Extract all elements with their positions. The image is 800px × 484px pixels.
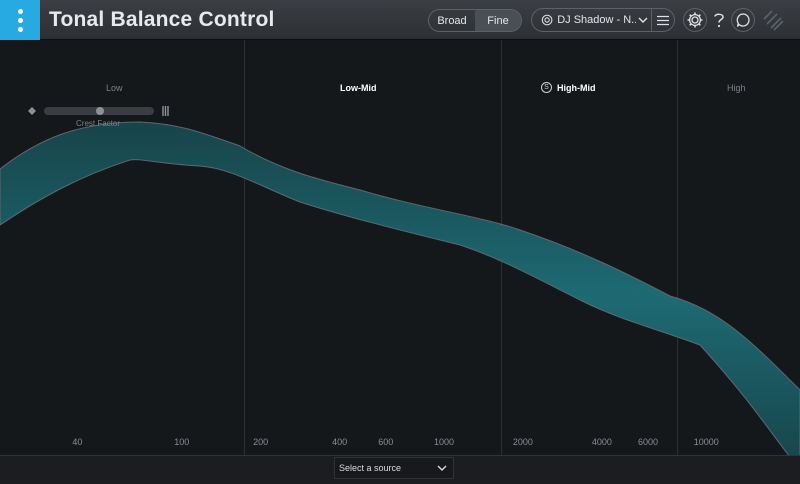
freq-tick-label: 4000 [591,437,612,447]
settings-button[interactable] [683,8,707,32]
crest-factor-label: Crest Factor [76,119,121,128]
help-button[interactable] [707,8,731,32]
help-icon [714,13,724,28]
freq-tick-label: 400 [332,437,348,447]
source-label: Select a source [339,463,402,473]
freq-tick-label: 10000 [693,437,719,447]
fine-button[interactable]: Fine [475,10,521,31]
freq-tick-label: 100 [174,437,190,447]
dot-icon [17,17,23,23]
freq-tick-label: 200 [253,437,269,447]
bars-icon [162,106,169,116]
crest-factor-knob[interactable] [96,107,104,115]
crest-factor-control: Crest Factor [28,104,172,132]
gear-icon [687,12,703,28]
freq-tick-label: 40 [72,437,83,447]
band-label-low: Low [106,83,123,93]
freq-tick-label: 2000 [512,437,533,447]
target-range-band [0,121,800,455]
chevron-down-icon [437,465,447,471]
target-preset-selector[interactable]: DJ Shadow - N... [531,8,675,32]
chevron-down-icon[interactable] [636,9,652,31]
main-menu-button[interactable] [0,0,40,40]
dot-icon [17,8,23,14]
target-icon [541,14,553,26]
list-icon [657,15,670,25]
speech-bubble-icon [736,13,750,27]
freq-tick-label: 6000 [638,437,659,447]
izotope-logo [760,8,786,32]
tonal-balance-graph [0,40,800,455]
spectrum-plot: Low Low-Mid S High-Mid High Crest Factor [0,40,800,455]
preset-name: DJ Shadow - N... [557,14,636,26]
app-title: Tonal Balance Control [49,8,275,31]
band-label-high: High [727,83,746,93]
title-bar: Tonal Balance Control Broad Fine DJ Shad… [0,0,800,40]
broad-button[interactable]: Broad [437,14,467,27]
view-mode-toggle: Broad Fine [428,9,522,32]
freq-tick-label: 600 [378,437,394,447]
freq-tick-label: 1000 [433,437,454,447]
learn-button[interactable] [731,8,755,32]
band-label-high-mid[interactable]: High-Mid [557,83,596,93]
logo-icon [763,10,784,31]
source-selector[interactable]: Select a source [334,457,454,479]
solo-button[interactable]: S [541,82,552,93]
diamond-icon [28,107,36,115]
band-label-low-mid[interactable]: Low-Mid [340,83,377,93]
dot-icon [17,26,23,32]
preset-list-button[interactable] [651,9,674,31]
